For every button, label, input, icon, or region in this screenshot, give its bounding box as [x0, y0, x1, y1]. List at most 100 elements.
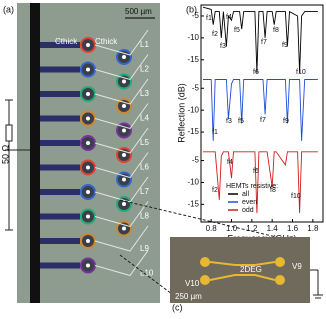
coupler: [40, 189, 80, 195]
resonator-line: [94, 127, 149, 154]
trace: [202, 6, 318, 73]
x-tick-label: 1.2: [246, 224, 258, 233]
legend-label: all: [242, 191, 249, 198]
y-tick-label: -5: [192, 11, 200, 20]
y-tick-label: -5: [192, 156, 200, 165]
resonator-line: [94, 54, 149, 81]
peak-label: f1: [212, 129, 218, 136]
resonator-line: [94, 225, 149, 252]
peak-label: f10: [291, 193, 301, 200]
coupler: [40, 262, 80, 269]
y-tick-label: -5: [192, 83, 200, 92]
y-tick-label: -10: [187, 33, 199, 42]
resonator-label: L4: [140, 114, 149, 123]
resonator-core: [122, 128, 126, 133]
panel-label: (c): [172, 302, 183, 312]
coupler: [40, 213, 80, 220]
resonator-label: L2: [140, 65, 149, 74]
resonator-core: [122, 153, 126, 157]
legend-title: HEMTs resistive:: [226, 183, 278, 190]
panel-c: 2DEG V10 V9 250 µm (c): [170, 237, 323, 312]
resistor: [5, 124, 13, 142]
y-tick-label: -15: [187, 127, 199, 136]
y-axis-label: Reflection (dB): [176, 83, 186, 143]
trace: [203, 151, 318, 214]
resonator-core: [86, 116, 90, 121]
coupler: [40, 91, 80, 97]
resonator-core: [86, 165, 90, 170]
x-tick-label: 1.0: [226, 224, 238, 233]
c-label: Cthick: [95, 37, 118, 46]
circuit: [5, 99, 30, 231]
micrograph: [17, 3, 160, 303]
resonator-core: [122, 55, 126, 59]
resonators: L1 L2 L3 L4 L5 L6 L7 L8 L9 L10: [40, 29, 154, 278]
pad: [275, 257, 285, 267]
gate-label: V9: [292, 262, 302, 271]
peak-label: f3: [220, 43, 226, 50]
peak-label: f10: [296, 69, 306, 76]
axes-frame: [200, 4, 324, 223]
resonator-line: [94, 103, 149, 130]
resonator-line: [94, 29, 149, 56]
resonator-core: [86, 190, 90, 194]
coupler: [40, 164, 80, 171]
resonator-label: L5: [140, 138, 149, 147]
coupler: [40, 140, 80, 146]
peak-label: f7: [261, 39, 267, 46]
feedline: [30, 3, 40, 303]
peak-label: f6: [253, 69, 259, 76]
resistor-label: 50 Ω: [0, 144, 10, 164]
resonator-line: [94, 152, 149, 179]
peak-label: f2: [212, 187, 218, 194]
x-tick-label: 0.8: [206, 224, 218, 233]
legend-label: odd: [242, 207, 254, 214]
peak-label: f7: [260, 117, 266, 124]
resonator-line: [94, 201, 149, 228]
resonator-core: [86, 92, 90, 96]
resonator-core: [122, 177, 126, 182]
ground: [313, 270, 323, 299]
micrograph: [170, 237, 310, 303]
coupler: [40, 238, 80, 244]
peak-label: f9: [282, 42, 288, 49]
resonator-label: L10: [140, 269, 154, 278]
x-tick-label: 1.6: [287, 224, 299, 233]
resonator-core: [86, 67, 90, 72]
resonator-core: [122, 202, 126, 206]
y-tick-label: -15: [187, 55, 199, 64]
x-tick-label: 1.8: [307, 224, 319, 233]
gate-label: V10: [185, 279, 200, 288]
peak-label: f8: [270, 187, 276, 194]
panel-label: (a): [3, 4, 14, 14]
pad: [275, 275, 285, 285]
resonator-label: L9: [140, 244, 149, 253]
resonator-label: L8: [140, 212, 149, 221]
resonator-core: [122, 79, 126, 84]
resonator-label: L1: [140, 40, 149, 49]
scale-label: 500 µm: [125, 7, 152, 16]
channel-label: 2DEG: [240, 265, 262, 274]
resonator-line: [94, 78, 149, 105]
pad: [200, 257, 210, 267]
resonator-label: L6: [140, 163, 149, 172]
trace: [203, 79, 318, 141]
resonator-core: [86, 239, 90, 243]
coupler: [40, 42, 80, 48]
resonator-core: [122, 226, 126, 231]
resonator-line: [94, 250, 149, 277]
peak-label: f8: [273, 27, 279, 34]
resonator-core: [86, 263, 90, 268]
peak-label: f3: [226, 118, 232, 125]
c-label: Cthick: [55, 37, 78, 46]
peak-label: f9: [283, 118, 289, 125]
scale-label: 250 µm: [175, 292, 202, 301]
resonator-core: [86, 214, 90, 219]
y-tick-label: -10: [187, 105, 199, 114]
y-tick-label: -15: [187, 199, 199, 208]
coupler: [40, 66, 80, 73]
resonator-label: L3: [140, 89, 149, 98]
peak-label: f4: [227, 159, 233, 166]
